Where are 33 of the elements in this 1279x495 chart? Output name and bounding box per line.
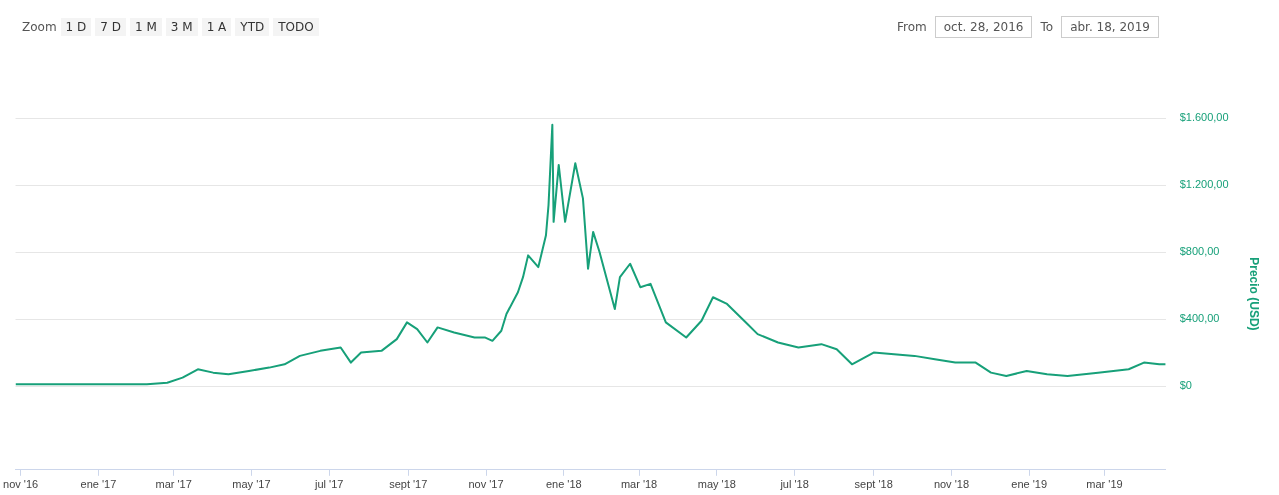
text: From — [897, 20, 927, 34]
text: 1 A — [201, 18, 232, 36]
text: TODO — [273, 18, 319, 36]
x-tick-label: ene '17 — [80, 478, 117, 491]
y-tick-label: $400,00 — [1179, 312, 1220, 325]
text: 3 M — [165, 18, 198, 36]
y-tick-label: $1.600,00 — [1179, 111, 1229, 124]
x-tick-label: sept '18 — [854, 478, 893, 491]
text: 7 D — [95, 18, 126, 36]
text: oct. 28, 2016 — [934, 16, 1033, 38]
text: 1 D — [60, 18, 92, 36]
x-tick-label: mar '19 — [1086, 478, 1123, 491]
x-tick-label: may '17 — [232, 478, 271, 491]
y-tick-label: $0 — [1179, 379, 1192, 392]
x-tick-label: ene '18 — [545, 478, 582, 491]
x-tick-label: nov '18 — [933, 478, 970, 491]
x-tick-label: jul '17 — [314, 478, 344, 491]
x-tick-label: mar '17 — [155, 478, 192, 491]
text: YTD — [235, 18, 270, 36]
x-tick-label: mar '18 — [620, 478, 658, 491]
text: abr. 18, 2019 — [1061, 16, 1159, 38]
x-tick-label: sept '17 — [389, 478, 428, 491]
y-axis-title: Precio (USD) — [1247, 257, 1262, 331]
x-tick-label: ene '19 — [1011, 478, 1048, 491]
x-tick-label: nov '16 — [3, 478, 39, 491]
y-tick-label: $800,00 — [1179, 245, 1220, 258]
text: Zoom — [22, 20, 57, 34]
text: 1 M — [130, 18, 162, 36]
x-tick-label: jul '18 — [779, 478, 809, 491]
x-tick-label: may '18 — [697, 478, 736, 491]
y-tick-label: $1.200,00 — [1179, 178, 1229, 191]
x-tick-label: nov '17 — [468, 478, 504, 491]
text: To — [1040, 20, 1054, 34]
